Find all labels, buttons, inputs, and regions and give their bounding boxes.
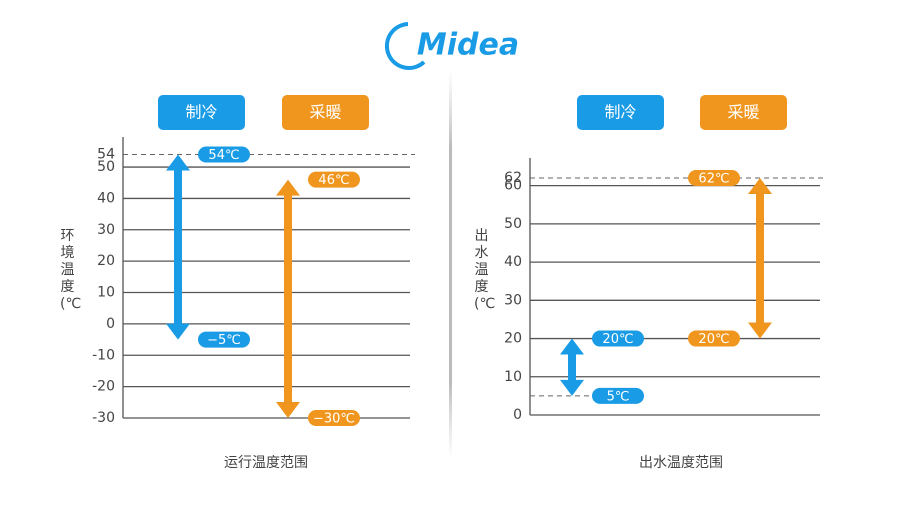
- y-tick-label: 50: [97, 159, 115, 175]
- y-axis-label: 环境温度(℃): [60, 228, 82, 312]
- value-pill: [308, 171, 360, 188]
- value-pill: [198, 146, 250, 163]
- chart-title: 运行温度范围: [224, 454, 308, 471]
- legend-item: 采暖: [700, 95, 787, 130]
- range-arrow: [560, 338, 584, 396]
- y-tick-label: 10: [504, 369, 522, 385]
- range-arrow: [748, 178, 772, 339]
- value-label: 62℃: [698, 172, 729, 187]
- value-pill: [688, 170, 740, 186]
- y-tick-label: 0: [513, 407, 522, 423]
- value-pill: [688, 330, 740, 347]
- y-tick-label: 30: [504, 292, 522, 308]
- range-arrow: [166, 154, 190, 340]
- y-tick-label: -30: [92, 410, 115, 426]
- chart-title: 出水温度范围: [639, 454, 723, 471]
- legend-button: [282, 95, 369, 130]
- y-tick-label: -10: [92, 347, 115, 363]
- range-arrow: [276, 179, 300, 418]
- y-tick-label: -20: [92, 379, 115, 395]
- value-label: 5℃: [607, 389, 630, 404]
- value-label: 20℃: [602, 332, 633, 347]
- legend-button: [577, 95, 664, 130]
- y-tick-label: 30: [97, 222, 115, 238]
- y-axis-label-box: 环境温度(℃): [60, 228, 82, 312]
- value-label: 46℃: [318, 173, 349, 188]
- y-tick-label: 40: [97, 190, 115, 206]
- legend-label: 采暖: [727, 103, 759, 122]
- legend-label: 制冷: [604, 103, 636, 122]
- divider: [449, 70, 452, 460]
- value-pill: [592, 330, 644, 347]
- y-tick-label: 20: [97, 253, 115, 269]
- legend-label: 采暖: [309, 103, 341, 122]
- legend-item: 制冷: [158, 95, 245, 130]
- y-tick-label: 20: [504, 331, 522, 347]
- logo-text: Midea: [417, 28, 519, 63]
- y-tick-label: 40: [504, 254, 522, 270]
- value-pill: [308, 410, 360, 426]
- y-tick-label: 0: [106, 316, 115, 332]
- value-label: −5℃: [207, 333, 241, 348]
- legend-button: [158, 95, 245, 130]
- y-axis-label: 出水温度(℃): [474, 228, 496, 312]
- value-pill: [198, 331, 250, 348]
- value-label: −30℃: [313, 412, 355, 427]
- y-tick-label: 60: [504, 178, 522, 194]
- legend-button: [700, 95, 787, 130]
- logo: Midea: [384, 22, 519, 70]
- y-tick-label: 10: [97, 285, 115, 301]
- value-label: 20℃: [698, 332, 729, 347]
- value-label: 54℃: [208, 148, 239, 163]
- y-tick-label: 54: [97, 147, 115, 163]
- legend-item: 采暖: [282, 95, 369, 130]
- y-tick-label: 62: [504, 170, 522, 186]
- y-axis-label-box: 出水温度(℃): [474, 228, 496, 312]
- legend-label: 制冷: [185, 103, 217, 122]
- legend-item: 制冷: [577, 95, 664, 130]
- y-tick-label: 50: [504, 216, 522, 232]
- value-pill: [592, 387, 644, 404]
